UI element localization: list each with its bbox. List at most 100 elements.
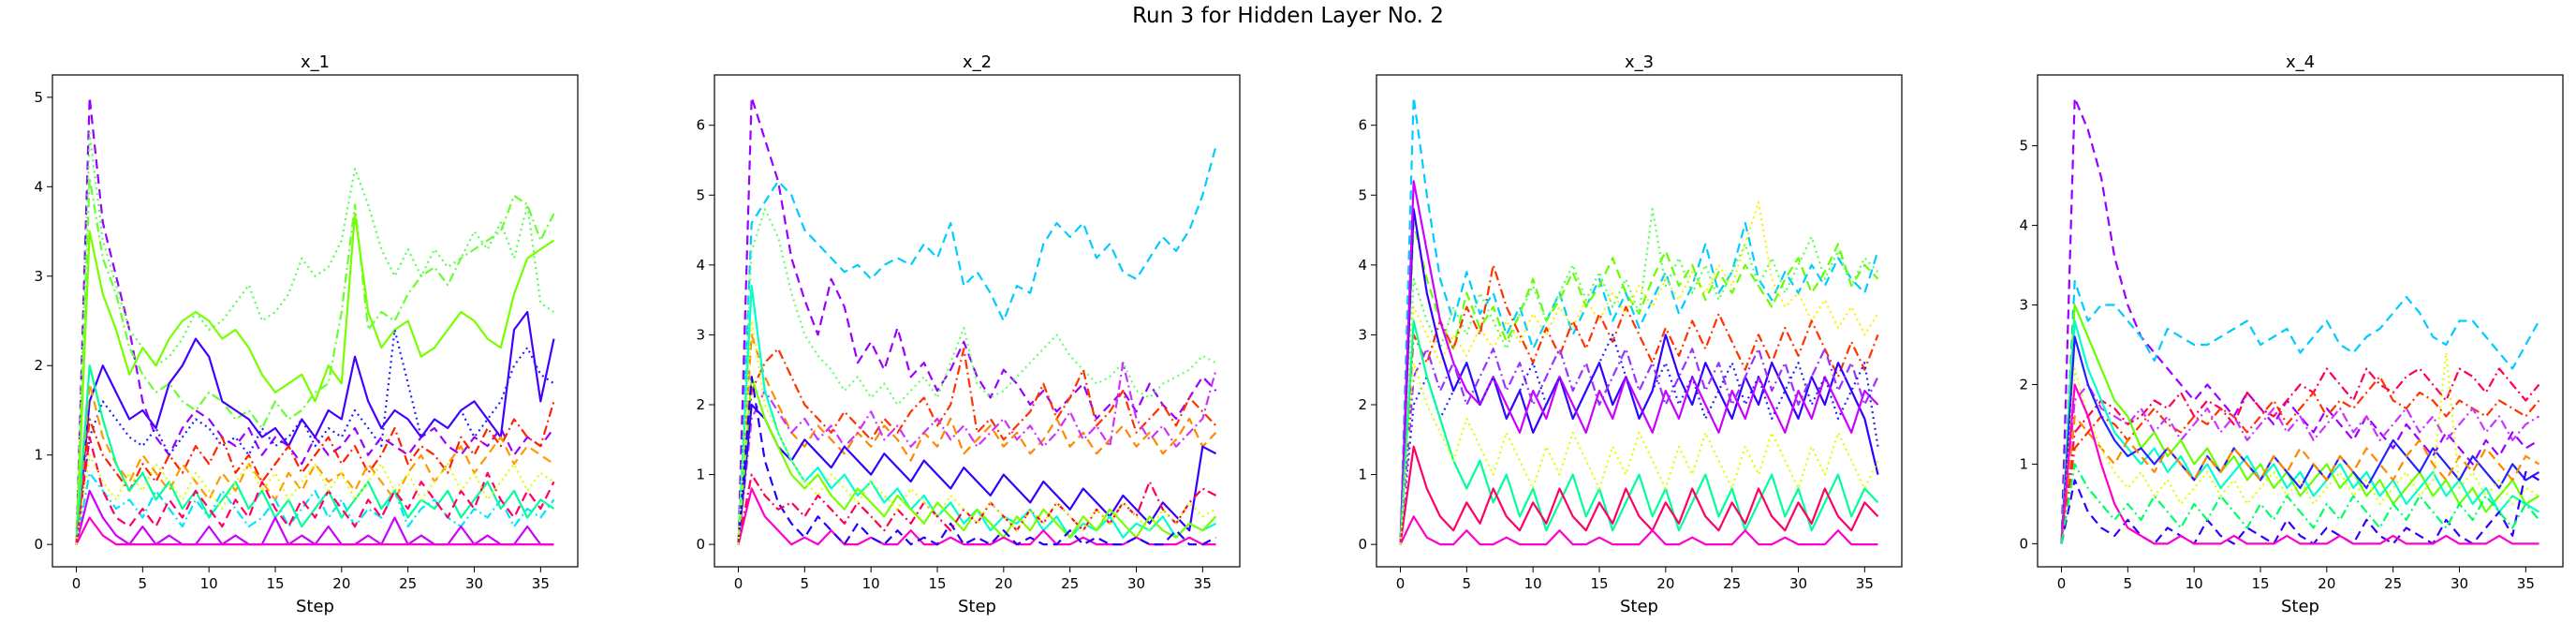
y-tick-label: 2	[696, 396, 705, 413]
series-line-6	[737, 362, 1217, 545]
x-axis-label: Step	[2281, 597, 2319, 616]
x-tick-label: 30	[2451, 575, 2468, 592]
x-tick-label: 35	[2517, 575, 2535, 592]
x-tick-label: 15	[2251, 575, 2269, 592]
subplot-title: x_2	[963, 52, 992, 72]
x-tick-label: 35	[532, 575, 550, 592]
x-tick-label: 30	[465, 575, 483, 592]
y-tick-label: 5	[696, 186, 705, 203]
x-tick-label: 25	[399, 575, 417, 592]
series-line-6	[1399, 208, 1879, 545]
x-tick-label: 5	[1463, 575, 1472, 592]
x-axis-label: Step	[296, 597, 334, 616]
series-line-9	[2060, 415, 2540, 544]
series-line-2	[2060, 279, 2540, 544]
y-tick-label: 4	[696, 257, 705, 274]
x-tick-label: 10	[200, 575, 218, 592]
series-line-8	[1399, 348, 1879, 545]
subplot-1: 0 5 10 15 20 25 30 35 0 1 2 3 4 5 x_1 Step	[34, 52, 579, 616]
y-tick-label: 5	[2019, 138, 2028, 155]
series-line-8	[2060, 335, 2540, 544]
x-tick-label: 5	[2124, 575, 2133, 592]
x-tick-label: 10	[1524, 575, 1542, 592]
figure-title: Run 3 for Hidden Layer No. 2	[1132, 4, 1444, 28]
x-tick-label: 35	[1194, 575, 1212, 592]
x-tick-label: 0	[72, 575, 81, 592]
y-tick-label: 3	[34, 268, 43, 285]
series-line-3	[737, 208, 1217, 545]
x-tick-label: 0	[1396, 575, 1406, 592]
series-line-2	[737, 96, 1217, 545]
y-tick-label: 1	[1358, 467, 1367, 483]
y-tick-label: 3	[1358, 326, 1367, 343]
y-tick-label: 1	[696, 467, 705, 483]
series-group	[1399, 96, 1879, 546]
x-tick-label: 35	[1856, 575, 1874, 592]
series-line-2	[1399, 222, 1879, 545]
x-tick-label: 10	[2186, 575, 2203, 592]
x-tick-label: 30	[1127, 575, 1145, 592]
y-tick-label: 1	[2019, 455, 2028, 472]
x-tick-label: 15	[928, 575, 946, 592]
series-line-10	[1399, 319, 1879, 545]
y-tick-label: 4	[34, 178, 43, 195]
series-line-8	[75, 382, 555, 545]
series-line-5	[2060, 383, 2540, 544]
series-line-5	[1399, 263, 1879, 545]
series-line-8	[737, 285, 1217, 545]
series-line-1	[737, 145, 1217, 545]
series-line-6	[75, 328, 555, 545]
x-tick-label: 10	[862, 575, 880, 592]
y-tick-label: 5	[1358, 186, 1367, 203]
y-tick-label: 1	[34, 447, 43, 464]
y-tick-label: 4	[2019, 217, 2028, 234]
series-line-11	[2060, 470, 2540, 545]
x-tick-label: 20	[1656, 575, 1674, 592]
y-tick-label: 0	[2019, 535, 2028, 552]
series-line-5	[75, 310, 555, 545]
series-line-10	[2060, 351, 2540, 544]
series-line-11	[1399, 445, 1879, 545]
y-tick-label: 4	[1358, 257, 1367, 274]
x-tick-label: 20	[2318, 575, 2335, 592]
y-tick-label: 0	[696, 536, 705, 553]
subplot-title: x_1	[301, 52, 330, 72]
x-axis-label: Step	[1620, 597, 1658, 616]
series-line-6	[2060, 304, 2540, 544]
subplot-title: x_4	[2286, 52, 2315, 72]
series-line-1	[1399, 96, 1879, 545]
series-line-3	[75, 131, 555, 545]
x-tick-label: 25	[1061, 575, 1079, 592]
y-tick-label: 0	[1358, 536, 1367, 553]
series-group	[75, 96, 555, 546]
series-line-11	[737, 376, 1217, 546]
series-line-7	[737, 403, 1217, 545]
y-tick-label: 2	[2019, 376, 2028, 393]
series-line-13	[1399, 362, 1879, 545]
x-tick-label: 0	[734, 575, 743, 592]
x-tick-label: 15	[266, 575, 284, 592]
series-line-9	[1399, 334, 1879, 545]
series-line-12	[1399, 515, 1878, 546]
y-tick-label: 2	[34, 357, 43, 374]
series-line-1	[75, 96, 555, 545]
subplot-title: x_3	[1625, 52, 1654, 72]
y-tick-label: 6	[696, 117, 705, 134]
x-tick-label: 25	[2384, 575, 2402, 592]
series-line-12	[2060, 383, 2539, 545]
x-tick-label: 20	[332, 575, 350, 592]
y-tick-label: 3	[2019, 297, 2028, 314]
y-tick-label: 0	[34, 536, 43, 553]
y-tick-label: 2	[1358, 396, 1367, 413]
series-group	[2060, 96, 2540, 545]
axes-frame	[714, 74, 1241, 568]
y-tick-label: 6	[1358, 117, 1367, 134]
series-line-1	[2060, 96, 2540, 544]
x-tick-label: 20	[994, 575, 1012, 592]
series-line-12	[75, 516, 554, 546]
subplot-2: 0 5 10 15 20 25 30 35 0 1 2 3 4 5 6 x_2 Step	[696, 52, 1241, 616]
axes-frame	[2037, 74, 2564, 568]
series-group	[737, 96, 1217, 546]
x-tick-label: 5	[139, 575, 148, 592]
